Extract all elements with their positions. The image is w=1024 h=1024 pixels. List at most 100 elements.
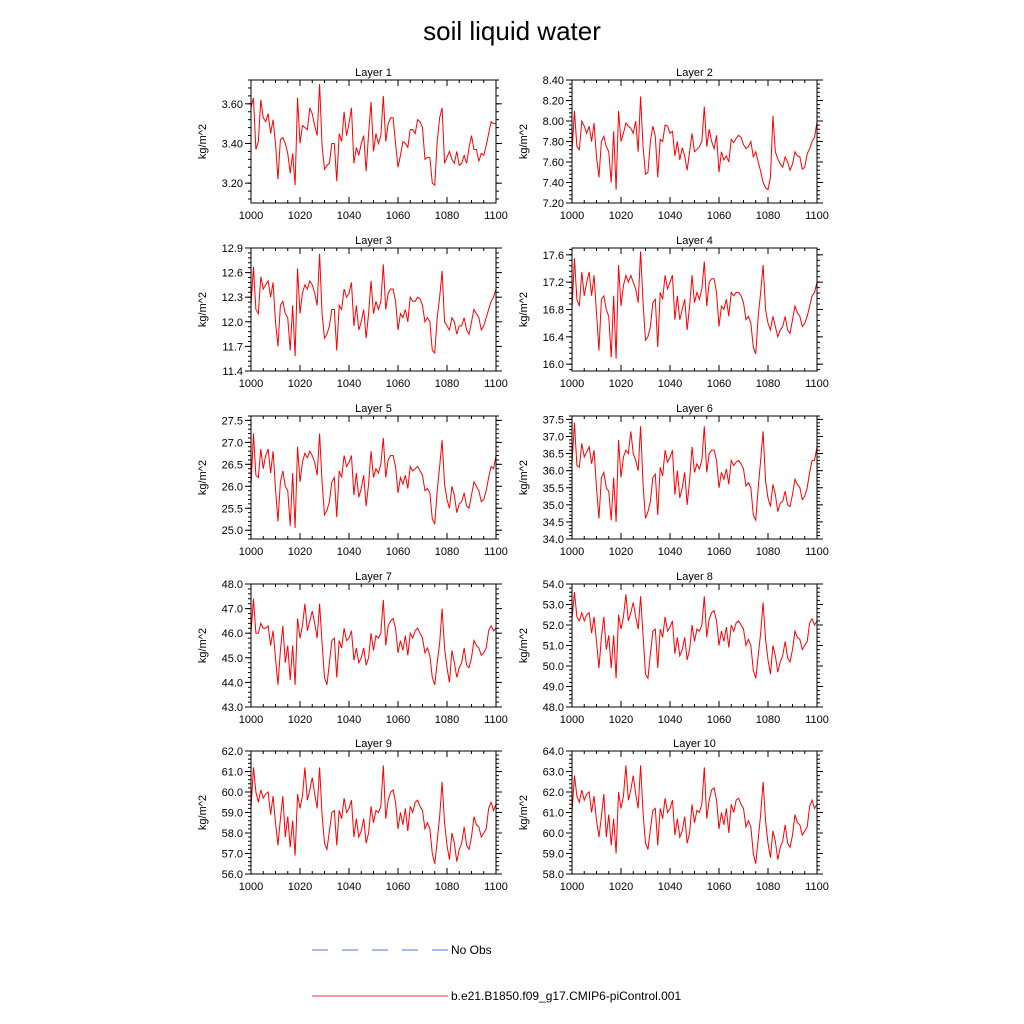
y-tick-label: 27.5: [222, 415, 243, 427]
y-tick-label: 48.0: [543, 702, 564, 714]
y-tick-label: 61.0: [543, 808, 564, 820]
y-tick-label: 25.0: [222, 525, 243, 537]
panel-layer-7: Layer 7 kg/m^2 1000 1020 1040 1060 1080 1100 43.…: [197, 571, 508, 726]
x-tick-label: 1060: [386, 378, 410, 390]
panel-layer-9: Layer 9 kg/m^2 1000 1020 1040 1060 1080 1100 56.…: [197, 738, 508, 893]
y-tick-label: 57.0: [222, 849, 243, 861]
x-tick-label: 1020: [609, 378, 633, 390]
y-tick-label: 16.0: [543, 359, 564, 371]
x-tick-label: 1060: [707, 714, 731, 726]
y-tick-label: 61.0: [222, 767, 243, 779]
x-tick-label: 1040: [337, 378, 361, 390]
y-tick-label: 44.0: [222, 677, 243, 689]
y-tick-label: 34.0: [543, 534, 564, 546]
y-tick-label: 17.6: [543, 250, 564, 262]
y-tick-label: 47.0: [222, 604, 243, 616]
plot-frame: [250, 247, 497, 372]
y-tick-label: 58.0: [543, 869, 564, 881]
x-tick-label: 1060: [386, 210, 410, 222]
x-tick-label: 1100: [484, 546, 508, 558]
x-tick-label: 1000: [239, 546, 263, 558]
y-axis-label: kg/m^2: [518, 460, 530, 495]
panel-title: Layer 6: [676, 403, 713, 415]
panel-layer-2: Layer 2 kg/m^2 1000 1020 1040 1060 1080 1100 7.2…: [518, 67, 829, 222]
y-tick-label: 12.0: [222, 317, 243, 329]
y-tick-label: 3.20: [222, 178, 243, 190]
x-tick-label: 1080: [435, 546, 459, 558]
x-tick-label: 1020: [609, 714, 633, 726]
panel-layer-6: Layer 6 kg/m^2 1000 1020 1040 1060 1080 1100 34.…: [518, 403, 829, 558]
y-axis-label: kg/m^2: [518, 795, 530, 830]
series-line: [571, 592, 818, 680]
x-tick-label: 1100: [484, 210, 508, 222]
plot-frame: [571, 79, 818, 204]
y-axis-label: kg/m^2: [197, 124, 209, 159]
x-tick-label: 1080: [435, 378, 459, 390]
y-tick-label: 35.5: [543, 483, 564, 495]
y-tick-label: 7.60: [543, 157, 564, 169]
y-tick-label: 8.40: [543, 75, 564, 87]
x-tick-label: 1060: [386, 881, 410, 893]
y-tick-label: 8.00: [543, 116, 564, 128]
y-axis-label: kg/m^2: [197, 460, 209, 495]
y-tick-label: 59.0: [543, 849, 564, 861]
plot-frame: [571, 750, 818, 875]
y-tick-label: 37.5: [543, 414, 564, 426]
y-axis-label: kg/m^2: [197, 628, 209, 663]
panel-layer-4: Layer 4 kg/m^2 1000 1020 1040 1060 1080 1100 16.…: [518, 235, 829, 390]
x-tick-label: 1000: [560, 881, 584, 893]
legend: No Obs b.e21.B1850.f09_g17.CMIP6-piContr…: [312, 943, 681, 1003]
series-line: [571, 422, 818, 523]
y-tick-label: 26.5: [222, 459, 243, 471]
x-tick-label: 1040: [337, 714, 361, 726]
plot-frame: [250, 79, 497, 204]
y-tick-label: 3.40: [222, 138, 243, 150]
y-tick-label: 54.0: [543, 579, 564, 591]
y-tick-label: 12.9: [222, 243, 243, 255]
x-tick-label: 1000: [560, 210, 584, 222]
x-tick-label: 1060: [386, 546, 410, 558]
plot-frame: [571, 583, 818, 708]
panels: Layer 1 kg/m^2 1000 1020 1040 1060 1080 1100 3.2…: [197, 67, 829, 893]
legend-model-label: b.e21.B1850.f09_g17.CMIP6-piControl.001: [451, 989, 681, 1003]
panel-layer-1: Layer 1 kg/m^2 1000 1020 1040 1060 1080 1100 3.2…: [197, 67, 508, 222]
x-tick-label: 1080: [435, 714, 459, 726]
x-tick-label: 1040: [658, 714, 682, 726]
plot-frame: [250, 583, 497, 708]
x-tick-label: 1060: [386, 714, 410, 726]
legend-no-obs-label: No Obs: [451, 943, 492, 957]
series-line: [250, 598, 497, 686]
y-tick-label: 12.3: [222, 292, 243, 304]
x-tick-label: 1080: [435, 210, 459, 222]
x-tick-label: 1040: [658, 378, 682, 390]
x-tick-label: 1100: [805, 210, 829, 222]
y-axis-label: kg/m^2: [197, 795, 209, 830]
y-tick-label: 50.0: [543, 661, 564, 673]
y-tick-label: 48.0: [222, 579, 243, 591]
x-tick-label: 1100: [805, 378, 829, 390]
series-line: [571, 765, 818, 864]
plot-frame: [571, 415, 818, 540]
y-tick-label: 49.0: [543, 682, 564, 694]
plot-frame: [250, 750, 497, 875]
x-tick-label: 1040: [658, 546, 682, 558]
x-tick-label: 1080: [756, 546, 780, 558]
x-tick-label: 1020: [609, 881, 633, 893]
y-tick-label: 58.0: [222, 828, 243, 840]
y-tick-label: 60.0: [543, 828, 564, 840]
y-tick-label: 25.5: [222, 503, 243, 515]
x-tick-label: 1060: [707, 881, 731, 893]
x-tick-label: 1100: [805, 546, 829, 558]
y-tick-label: 63.0: [543, 767, 564, 779]
x-tick-label: 1020: [609, 546, 633, 558]
x-tick-label: 1100: [484, 378, 508, 390]
panel-layer-3: Layer 3 kg/m^2 1000 1020 1040 1060 1080 1100 11.…: [197, 235, 508, 390]
x-tick-label: 1040: [337, 546, 361, 558]
x-tick-label: 1100: [484, 714, 508, 726]
series-line: [250, 433, 497, 529]
y-tick-label: 34.5: [543, 517, 564, 529]
x-tick-label: 1040: [658, 881, 682, 893]
plot-frame: [250, 415, 497, 540]
y-axis-label: kg/m^2: [518, 124, 530, 159]
